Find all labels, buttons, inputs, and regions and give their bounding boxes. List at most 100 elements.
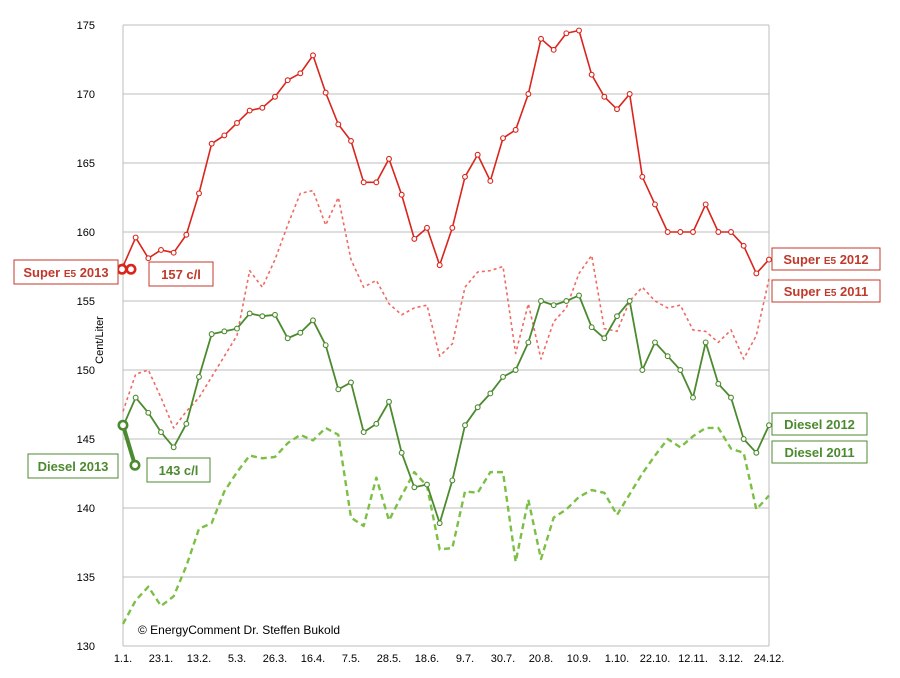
label-part: Super <box>784 284 824 299</box>
label-part: E5 <box>64 269 77 280</box>
x-tick-label: 20.8. <box>529 653 553 665</box>
series-super-e5-2011 <box>122 189 770 429</box>
data-point <box>715 380 722 387</box>
label-text: 143 c/l <box>159 463 199 478</box>
data-point <box>221 328 228 335</box>
data-point <box>690 394 696 401</box>
series-line <box>122 29 770 275</box>
data-point <box>487 177 494 184</box>
x-tick-label: 9.7. <box>456 653 474 665</box>
label-box <box>27 453 119 479</box>
series-diesel-2012 <box>120 292 772 527</box>
label-super-price-2013: 157 c/l <box>148 261 214 287</box>
series-diesel-2013 <box>117 419 141 471</box>
data-point <box>132 394 139 401</box>
y-tick-label: 130 <box>77 641 95 653</box>
data-point <box>246 107 253 114</box>
data-point <box>639 173 646 180</box>
data-point <box>398 191 405 198</box>
data-point <box>728 229 734 235</box>
data-point <box>234 325 240 332</box>
label-part: Diesel 2013 <box>38 459 109 474</box>
label-part: 2011 <box>836 284 868 299</box>
label-diesel-price-2013: 143 c/l <box>146 457 211 483</box>
data-point <box>512 126 519 133</box>
data-point <box>588 324 595 331</box>
data-point <box>728 394 734 401</box>
data-point <box>677 367 684 373</box>
x-tick-label: 7.5. <box>342 653 360 665</box>
y-tick-label: 135 <box>77 572 95 584</box>
data-point <box>335 386 342 393</box>
data-point <box>297 329 304 336</box>
data-point <box>196 373 202 380</box>
data-point <box>639 367 646 373</box>
series-line <box>121 426 770 625</box>
label-text: Diesel 2011 <box>784 445 854 460</box>
label-box <box>146 457 211 483</box>
label-super-e5-2011: Super E5 2011 <box>771 279 881 303</box>
x-tick-label: 18.6. <box>415 653 439 665</box>
label-diesel-2012: Diesel 2012 <box>771 412 868 436</box>
label-part: 157 c/l <box>161 267 201 282</box>
grid <box>122 24 770 647</box>
label-text: Diesel 2013 <box>38 459 109 474</box>
data-point <box>462 422 468 429</box>
data-point <box>436 262 443 269</box>
data-point <box>221 132 228 139</box>
data-point <box>360 179 367 186</box>
data-point <box>183 420 190 427</box>
data-point <box>284 335 291 342</box>
x-tick-label: 13.2. <box>187 653 211 665</box>
data-point <box>652 201 658 208</box>
label-super-e5-2012: Super E5 2012 <box>771 247 881 271</box>
y-tick-label: 165 <box>77 158 95 170</box>
x-tick-label: 24.12. <box>754 653 785 665</box>
label-text: Diesel 2012 <box>784 417 855 432</box>
label-diesel-2011: Diesel 2011 <box>771 440 868 464</box>
label-box <box>771 247 881 271</box>
data-point <box>208 140 215 147</box>
label-box <box>771 412 868 436</box>
data-point <box>117 419 129 431</box>
label-text: Super E5 2012 <box>783 252 868 267</box>
series-line <box>122 189 770 429</box>
data-point <box>183 231 190 238</box>
data-point <box>196 190 202 197</box>
label-diesel-2013: Diesel 2013 <box>27 453 119 479</box>
x-tick-label: 22.10. <box>640 653 671 665</box>
series-line <box>122 294 770 525</box>
data-point <box>424 481 430 488</box>
label-part: 2013 <box>76 265 109 280</box>
label-part: Diesel 2012 <box>784 417 855 432</box>
data-point <box>322 342 329 349</box>
data-point <box>753 449 760 456</box>
data-point <box>411 484 418 491</box>
data-point <box>386 155 392 162</box>
data-point <box>690 229 696 235</box>
y-tick-label: 175 <box>77 20 95 32</box>
data-point <box>626 298 633 304</box>
y-axis-label: Cent/Liter <box>94 316 106 364</box>
data-point <box>129 459 141 471</box>
data-point <box>576 292 582 299</box>
data-point <box>246 310 253 317</box>
data-point <box>525 339 532 346</box>
data-point <box>310 52 316 59</box>
data-point <box>474 151 481 158</box>
y-tick-label: 140 <box>77 503 95 515</box>
data-point <box>234 120 240 126</box>
data-point <box>462 173 468 180</box>
series-diesel-2011 <box>121 426 770 625</box>
label-super-e5-2013: Super E5 2013 <box>13 259 119 285</box>
data-point <box>525 91 532 97</box>
data-point <box>487 390 494 397</box>
data-point <box>474 404 481 411</box>
data-point <box>550 302 557 309</box>
data-point <box>614 106 620 113</box>
data-point <box>702 201 709 208</box>
data-point <box>436 520 443 527</box>
data-point <box>322 89 329 96</box>
data-point <box>614 313 620 320</box>
series-super-e5-2013 <box>116 263 137 275</box>
